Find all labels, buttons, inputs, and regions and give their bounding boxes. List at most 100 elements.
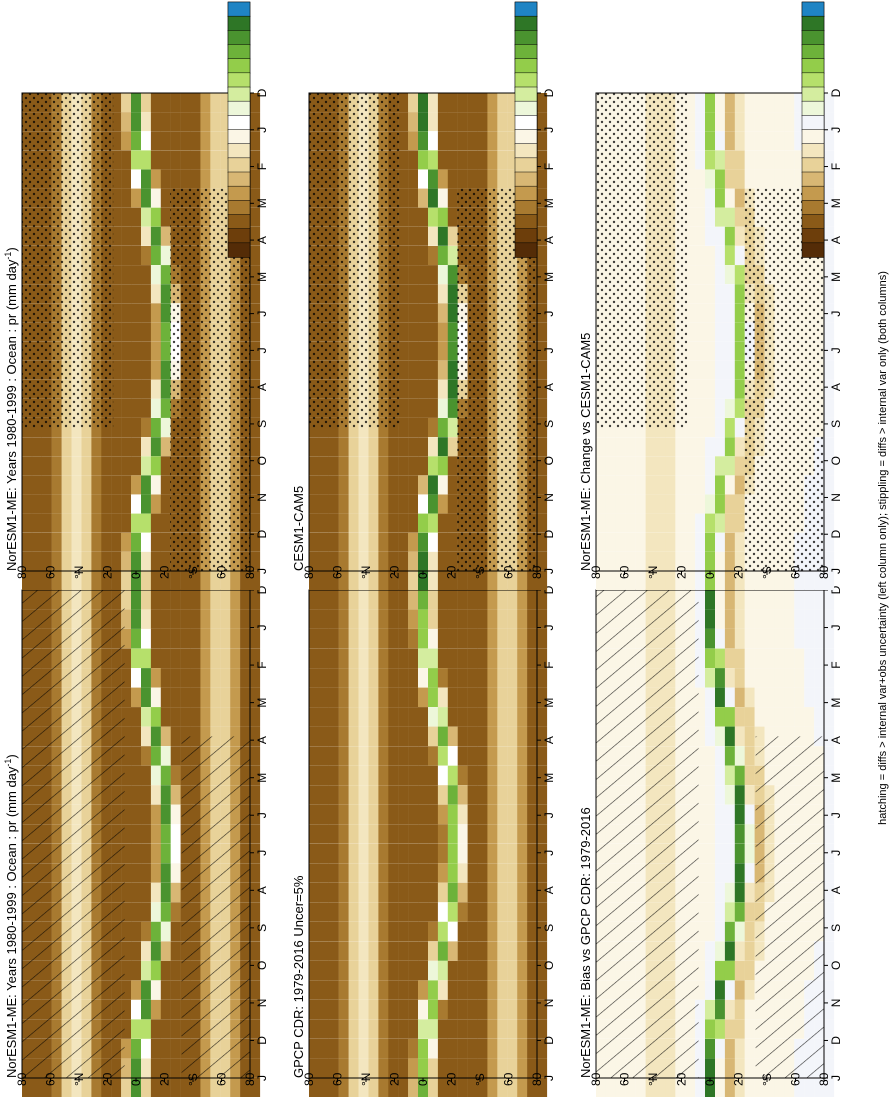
field-cell: [437, 765, 448, 786]
field-cell: [625, 532, 636, 552]
field-cell: [309, 785, 320, 805]
field-cell: [170, 571, 181, 590]
field-cell: [527, 960, 538, 981]
field-cell: [131, 999, 142, 1020]
field-cell: [388, 1058, 399, 1078]
field-cell: [398, 226, 409, 246]
field-cell: [537, 629, 548, 649]
field-cell: [328, 824, 339, 844]
field-cell: [537, 609, 548, 629]
panel-title: NorESM1-ME: Change vs CESM1-CAM5: [578, 333, 593, 571]
field-cell: [457, 1078, 468, 1097]
field-cell: [447, 93, 458, 112]
field-cell: [200, 590, 211, 610]
field-cell: [388, 765, 399, 786]
field-cell: [111, 93, 122, 112]
field-cell: [150, 207, 161, 227]
field-cell: [497, 629, 508, 649]
field-cell: [318, 980, 329, 1000]
field-cell: [131, 765, 142, 786]
field-cell: [734, 707, 745, 727]
field-cell: [328, 863, 339, 883]
month-tick-label: M: [255, 773, 269, 783]
field-cell: [467, 863, 478, 883]
field-cell: [61, 494, 72, 514]
field-cell: [141, 980, 152, 1000]
field-cell: [121, 668, 132, 688]
field-cell: [309, 843, 320, 864]
field-cell: [824, 843, 835, 864]
field-cell: [695, 226, 706, 246]
field-cell: [348, 609, 359, 629]
field-cell: [615, 494, 626, 514]
field-cell: [497, 590, 508, 610]
field-cell: [180, 668, 191, 688]
field-cell: [408, 475, 419, 495]
field-cell: [457, 726, 468, 746]
field-cell: [328, 980, 339, 1000]
month-tick-label: A: [255, 383, 269, 391]
field-cell: [734, 360, 745, 380]
field-cell: [437, 668, 448, 688]
field-cell: [150, 1039, 161, 1059]
lat-tick-label: 60: [44, 565, 58, 579]
field-cell: [527, 980, 538, 1000]
field-cell: [527, 902, 538, 922]
field-cell: [705, 398, 716, 418]
field-cell: [744, 843, 755, 864]
panel-title-superscript: -1: [3, 252, 13, 260]
field-cell: [160, 629, 171, 649]
field-cell: [101, 532, 112, 552]
field-cell: [398, 648, 409, 668]
field-cell: [210, 648, 221, 668]
field-cell: [734, 379, 745, 399]
field-cell: [170, 1039, 181, 1059]
field-cell: [447, 941, 458, 961]
field-cell: [408, 207, 419, 227]
field-cell: [655, 437, 666, 457]
stippling-overlay: [596, 93, 688, 428]
field-cell: [398, 360, 409, 380]
field-cell: [358, 1039, 369, 1059]
field-cell: [368, 921, 379, 942]
field-cell: [22, 551, 33, 571]
field-cell: [338, 456, 349, 476]
field-cell: [794, 687, 805, 707]
field-cell: [596, 513, 607, 533]
field-cell: [348, 513, 359, 533]
field-cell: [437, 93, 448, 112]
field-cell: [824, 960, 835, 981]
field-cell: [398, 207, 409, 227]
month-tick-label: F: [542, 661, 556, 668]
field-cell: [170, 960, 181, 981]
field-cell: [695, 246, 706, 265]
field-cell: [71, 456, 82, 476]
field-cell: [408, 188, 419, 208]
field-cell: [734, 687, 745, 707]
field-cell: [131, 207, 142, 227]
field-cell: [428, 398, 439, 418]
field-cell: [625, 1078, 636, 1097]
field-cell: [695, 551, 706, 571]
field-cell: [150, 999, 161, 1020]
field-cell: [398, 921, 409, 942]
field-cell: [695, 668, 706, 688]
field-cell: [517, 1058, 528, 1078]
field-cell: [408, 398, 419, 418]
field-cell: [91, 494, 102, 514]
field-cell: [398, 322, 409, 342]
field-cell: [388, 437, 399, 457]
field-cell: [240, 609, 251, 629]
field-cell: [467, 882, 478, 903]
field-cell: [447, 629, 458, 649]
field-cell: [318, 804, 329, 825]
field-cell: [675, 475, 686, 495]
field-cell: [398, 131, 409, 151]
field-cell: [378, 960, 389, 981]
lat-tick-label: °S: [473, 566, 487, 579]
field-cell: [715, 726, 726, 746]
field-cell: [121, 456, 132, 476]
field-cell: [705, 437, 716, 457]
field-cell: [457, 1019, 468, 1039]
field-cell: [804, 629, 815, 649]
